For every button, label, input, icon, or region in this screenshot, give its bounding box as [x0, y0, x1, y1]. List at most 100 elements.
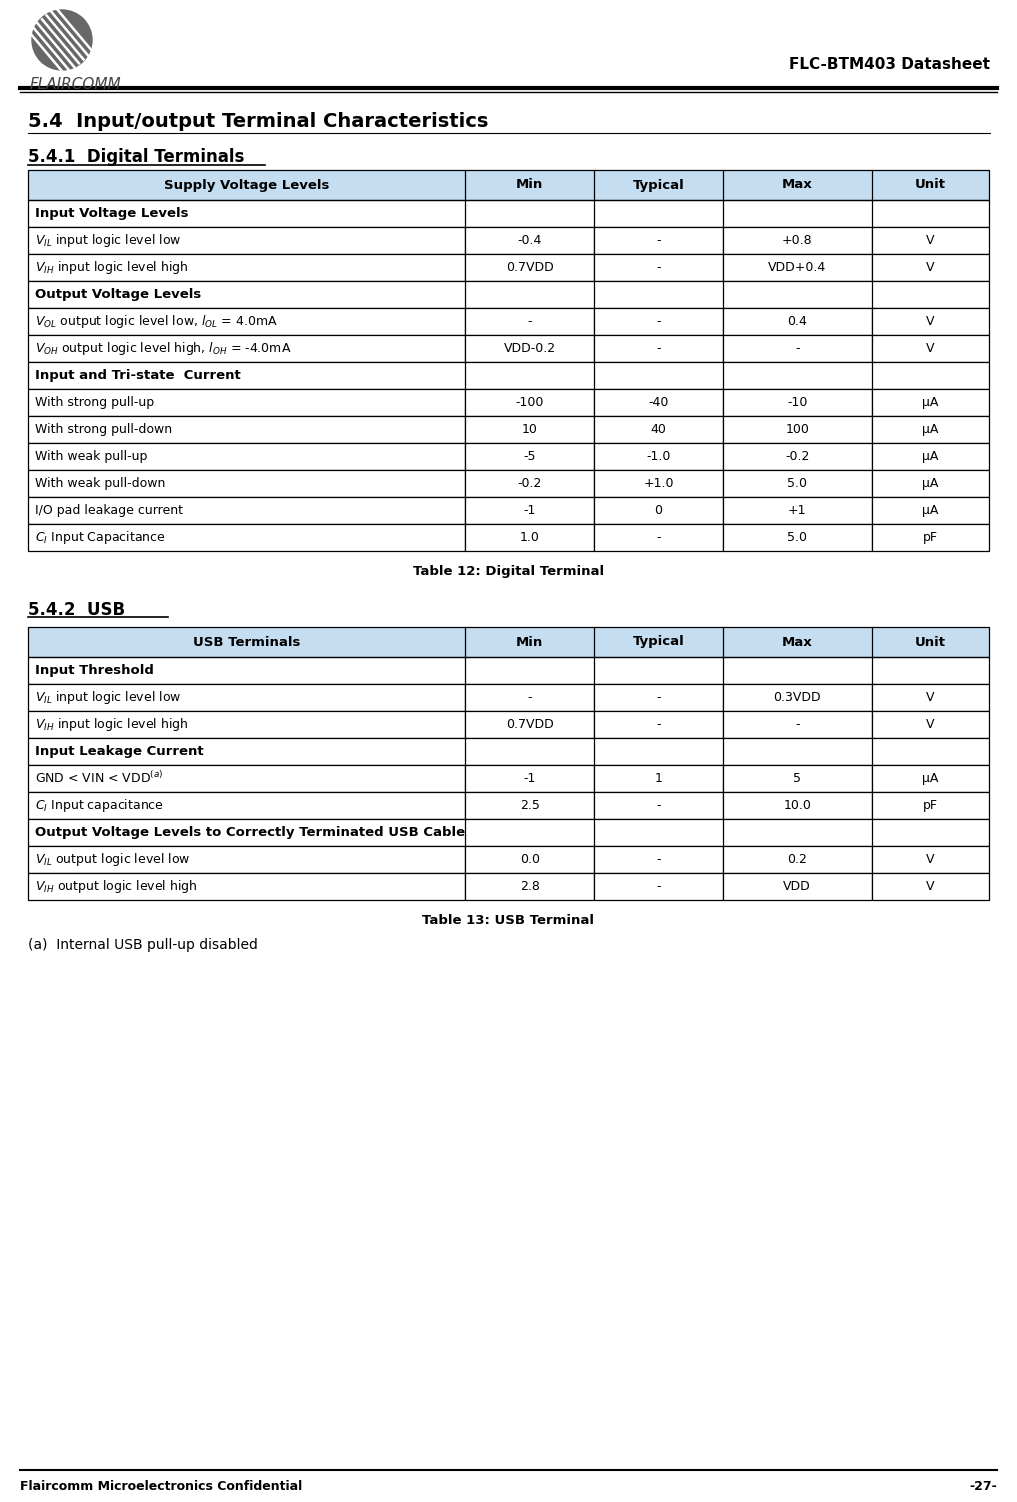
Bar: [594, 524, 723, 551]
Text: +1: +1: [788, 505, 806, 517]
Text: 5.4  Input/output Terminal Characteristics: 5.4 Input/output Terminal Characteristic…: [28, 113, 488, 131]
Bar: [28, 389, 465, 416]
Text: $V_{IH}$ input logic level high: $V_{IH}$ input logic level high: [35, 716, 188, 733]
Text: -: -: [656, 853, 661, 867]
Text: +1.0: +1.0: [643, 478, 673, 490]
Bar: [28, 683, 465, 710]
Bar: [28, 416, 465, 443]
Text: -: -: [656, 718, 661, 731]
Text: $C_I$ Input capacitance: $C_I$ Input capacitance: [35, 798, 164, 814]
Bar: [872, 765, 989, 792]
Text: -: -: [656, 315, 661, 327]
Bar: [723, 765, 872, 792]
Text: -0.2: -0.2: [785, 451, 810, 463]
Text: 0.2: 0.2: [787, 853, 807, 867]
Text: Input Voltage Levels: Input Voltage Levels: [35, 207, 188, 219]
Text: 0.7VDD: 0.7VDD: [505, 261, 553, 273]
Bar: [723, 524, 872, 551]
Text: With strong pull-down: With strong pull-down: [35, 424, 172, 436]
Text: 5.4.2  USB: 5.4.2 USB: [28, 601, 125, 619]
Bar: [465, 524, 594, 551]
Bar: [594, 470, 723, 497]
Text: -1.0: -1.0: [646, 451, 670, 463]
Text: 10.0: 10.0: [783, 799, 812, 813]
Bar: [28, 362, 989, 389]
Text: Supply Voltage Levels: Supply Voltage Levels: [164, 179, 330, 191]
Bar: [28, 281, 989, 308]
Bar: [28, 254, 465, 281]
Text: -27-: -27-: [969, 1479, 997, 1493]
Text: 5.0: 5.0: [787, 532, 807, 544]
Text: -: -: [656, 799, 661, 813]
Bar: [28, 170, 989, 200]
Text: USB Terminals: USB Terminals: [193, 635, 300, 649]
Text: I/O pad leakage current: I/O pad leakage current: [35, 505, 183, 517]
Text: Output Voltage Levels: Output Voltage Levels: [35, 288, 201, 300]
Text: V: V: [926, 691, 935, 704]
Bar: [28, 470, 465, 497]
Text: 40: 40: [651, 424, 666, 436]
Text: pF: pF: [922, 532, 938, 544]
Text: VDD-0.2: VDD-0.2: [503, 342, 555, 354]
Text: Min: Min: [516, 635, 543, 649]
Bar: [465, 308, 594, 335]
Text: μA: μA: [922, 505, 939, 517]
Bar: [594, 335, 723, 362]
Bar: [872, 254, 989, 281]
Bar: [28, 200, 989, 227]
Text: $C_I$ Input Capacitance: $C_I$ Input Capacitance: [35, 529, 166, 547]
Bar: [28, 626, 989, 656]
Bar: [872, 792, 989, 819]
Text: -: -: [528, 315, 532, 327]
Bar: [872, 443, 989, 470]
Text: -0.2: -0.2: [518, 478, 542, 490]
Bar: [465, 254, 594, 281]
Bar: [28, 819, 989, 846]
Bar: [28, 792, 465, 819]
Bar: [594, 308, 723, 335]
Text: μA: μA: [922, 397, 939, 409]
Text: -: -: [656, 261, 661, 273]
Bar: [594, 792, 723, 819]
Text: Max: Max: [782, 635, 813, 649]
Bar: [28, 737, 989, 765]
Bar: [872, 524, 989, 551]
Bar: [28, 443, 465, 470]
Text: -: -: [656, 532, 661, 544]
Text: 0.3VDD: 0.3VDD: [774, 691, 821, 704]
Bar: [723, 416, 872, 443]
Text: $V_{IH}$ input logic level high: $V_{IH}$ input logic level high: [35, 258, 188, 276]
Text: FLC-BTM403 Datasheet: FLC-BTM403 Datasheet: [789, 57, 990, 72]
Bar: [872, 389, 989, 416]
Text: μA: μA: [922, 772, 939, 786]
Bar: [723, 308, 872, 335]
Bar: [872, 873, 989, 900]
Text: (a)  Internal USB pull-up disabled: (a) Internal USB pull-up disabled: [28, 939, 258, 952]
Bar: [594, 710, 723, 737]
Bar: [465, 227, 594, 254]
Bar: [465, 792, 594, 819]
Bar: [28, 308, 465, 335]
Bar: [723, 227, 872, 254]
Text: Input Threshold: Input Threshold: [35, 664, 154, 677]
Bar: [723, 683, 872, 710]
Text: Table 12: Digital Terminal: Table 12: Digital Terminal: [413, 565, 604, 578]
Text: -: -: [795, 342, 799, 354]
Text: 5.0: 5.0: [787, 478, 807, 490]
Text: -40: -40: [648, 397, 668, 409]
Bar: [872, 335, 989, 362]
Text: -1: -1: [524, 505, 536, 517]
Bar: [594, 227, 723, 254]
Bar: [594, 254, 723, 281]
Text: -: -: [656, 342, 661, 354]
Text: $V_{IL}$ input logic level low: $V_{IL}$ input logic level low: [35, 689, 181, 706]
Text: μA: μA: [922, 451, 939, 463]
Text: Output Voltage Levels to Correctly Terminated USB Cable: Output Voltage Levels to Correctly Termi…: [35, 826, 465, 840]
Bar: [594, 416, 723, 443]
Text: 0: 0: [654, 505, 662, 517]
Text: -100: -100: [516, 397, 544, 409]
Text: V: V: [926, 234, 935, 246]
Text: With weak pull-down: With weak pull-down: [35, 478, 166, 490]
Bar: [872, 227, 989, 254]
Text: -: -: [656, 880, 661, 894]
